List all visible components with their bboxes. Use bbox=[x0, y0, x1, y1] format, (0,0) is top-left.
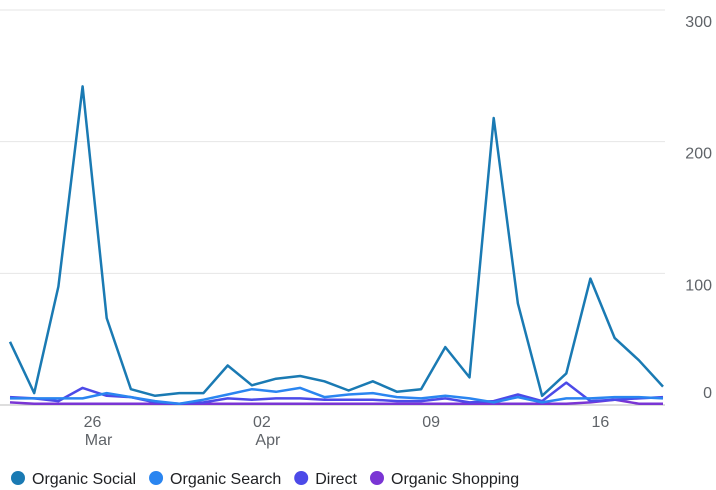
x-tick-label: 26 bbox=[84, 414, 102, 431]
legend-label: Organic Social bbox=[32, 471, 136, 488]
x-month-label: Apr bbox=[255, 432, 281, 449]
legend-swatch bbox=[11, 471, 25, 485]
legend-label: Organic Shopping bbox=[391, 471, 519, 488]
y-tick-label: 100 bbox=[685, 277, 712, 294]
series-line bbox=[8, 85, 664, 398]
x-tick-label: 16 bbox=[592, 414, 610, 431]
legend-swatch bbox=[370, 471, 384, 485]
series-line bbox=[9, 381, 664, 405]
legend-swatch bbox=[294, 471, 309, 485]
legend-swatch bbox=[149, 471, 164, 485]
y-tick-label: 300 bbox=[685, 14, 712, 31]
series-line bbox=[9, 398, 663, 405]
legend-label: Organic Search bbox=[170, 471, 281, 488]
legend-label: Direct bbox=[315, 471, 357, 488]
series-line bbox=[10, 386, 664, 405]
x-tick-label: 02 bbox=[253, 414, 271, 431]
x-tick-label: 09 bbox=[422, 414, 440, 431]
x-month-label: Mar bbox=[85, 432, 113, 449]
y-tick-label: 0 bbox=[703, 385, 712, 402]
y-tick-label: 200 bbox=[685, 146, 712, 163]
